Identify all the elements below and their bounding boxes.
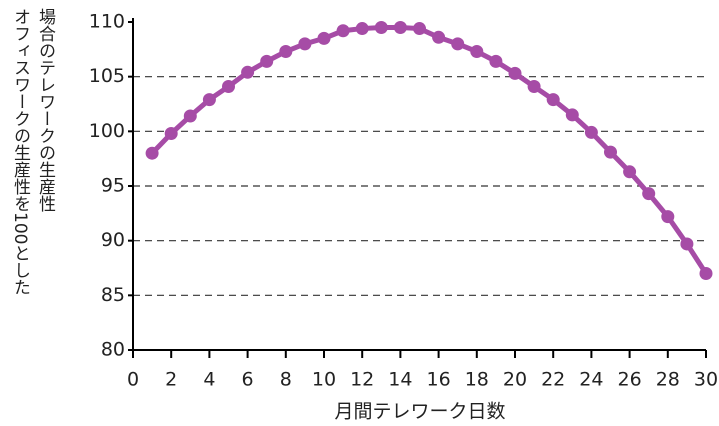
point bbox=[145, 146, 159, 160]
series-line bbox=[150, 24, 709, 275]
y-tick-label: 105 bbox=[89, 65, 125, 87]
point bbox=[584, 125, 598, 139]
x-tick-label: 24 bbox=[579, 369, 603, 391]
y-tick-label: 110 bbox=[89, 11, 125, 33]
x-tick-label: 18 bbox=[465, 369, 489, 391]
point bbox=[241, 65, 255, 79]
x-tick-label: 20 bbox=[503, 369, 527, 391]
point bbox=[451, 37, 465, 51]
x-tick-label: 6 bbox=[242, 369, 254, 391]
point bbox=[260, 54, 274, 68]
x-tick-label: 10 bbox=[312, 369, 336, 391]
y-axis-label: オフィスワークの生産性を100とした bbox=[10, 8, 31, 295]
x-tick-label: 26 bbox=[618, 369, 642, 391]
point bbox=[604, 145, 617, 159]
point bbox=[623, 165, 637, 179]
y-tick-label: 95 bbox=[101, 175, 125, 197]
x-tick-label: 16 bbox=[427, 369, 451, 391]
x-tick-label: 0 bbox=[127, 369, 139, 391]
point bbox=[489, 54, 503, 68]
point bbox=[317, 31, 331, 45]
point bbox=[680, 237, 694, 251]
point bbox=[202, 93, 216, 107]
point bbox=[527, 80, 541, 94]
x-tick-label: 28 bbox=[656, 369, 680, 391]
x-tick-label: 12 bbox=[350, 369, 374, 391]
x-tick-label: 4 bbox=[203, 369, 215, 391]
point bbox=[565, 108, 579, 122]
point bbox=[336, 24, 350, 38]
point bbox=[413, 22, 426, 36]
point bbox=[183, 109, 197, 123]
point bbox=[546, 93, 560, 107]
point bbox=[432, 30, 446, 44]
y-tick-label: 85 bbox=[101, 284, 125, 306]
x-axis-label: 月間テレワーク日数 bbox=[334, 401, 505, 423]
y-tick-label: 90 bbox=[101, 229, 125, 251]
y-axis-label: 場合のテレワークの生産性 bbox=[35, 8, 56, 212]
x-tick-label: 14 bbox=[388, 369, 412, 391]
y-tick-label: 100 bbox=[89, 120, 125, 142]
point bbox=[470, 45, 484, 59]
x-tick-label: 30 bbox=[694, 369, 718, 391]
point bbox=[355, 22, 369, 36]
point bbox=[393, 20, 407, 34]
point bbox=[164, 127, 178, 141]
x-tick-label: 22 bbox=[541, 369, 565, 391]
point bbox=[279, 45, 293, 59]
point bbox=[222, 80, 235, 94]
x-tick-label: 2 bbox=[165, 369, 177, 391]
x-tick-label: 8 bbox=[280, 369, 292, 391]
y-tick-label: 80 bbox=[101, 339, 125, 361]
point bbox=[642, 187, 656, 201]
point bbox=[508, 66, 522, 80]
point bbox=[374, 20, 388, 34]
point bbox=[661, 210, 675, 224]
point bbox=[699, 266, 713, 280]
point bbox=[298, 37, 312, 51]
